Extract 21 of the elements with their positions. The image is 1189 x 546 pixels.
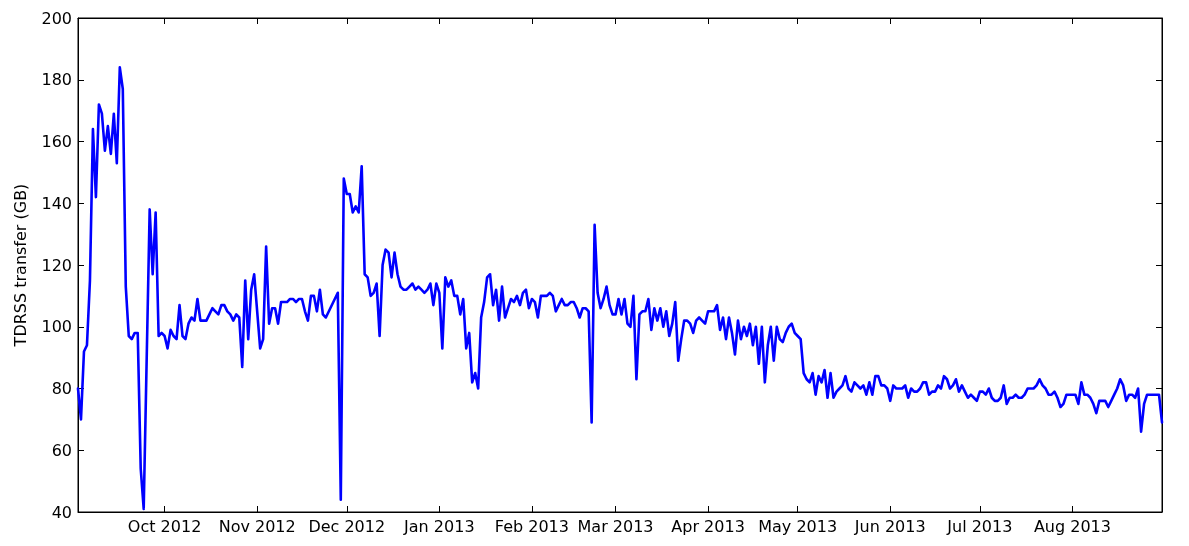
y-tick-label: 160: [41, 132, 72, 151]
y-tick-label: 120: [41, 255, 72, 275]
x-tick-label: May 2013: [758, 516, 838, 536]
x-tick-label: Jun 2013: [853, 516, 926, 536]
y-tick-label: 140: [41, 193, 72, 213]
y-tick-label: 100: [41, 317, 72, 337]
x-tick-label: Dec 2012: [308, 516, 386, 536]
x-tick-label: Aug 2013: [1033, 516, 1111, 536]
x-tick-label: Nov 2012: [218, 516, 296, 536]
x-tick-label: Jul 2013: [946, 516, 1013, 536]
x-tick-label: Oct 2012: [127, 516, 202, 536]
x-tick-label: Apr 2013: [671, 516, 745, 536]
x-tick-label: Feb 2013: [494, 516, 569, 536]
x-tick-label: Jan 2013: [403, 516, 475, 536]
y-axis-title: TDRSS transfer (GB): [10, 183, 30, 348]
y-tick-label: 60: [51, 440, 72, 460]
x-tick-label: Mar 2013: [577, 516, 654, 536]
y-tick-label: 40: [51, 502, 72, 522]
y-tick-label: 180: [41, 70, 72, 90]
y-tick-label: 80: [51, 379, 72, 398]
y-tick-label: 200: [41, 8, 72, 28]
